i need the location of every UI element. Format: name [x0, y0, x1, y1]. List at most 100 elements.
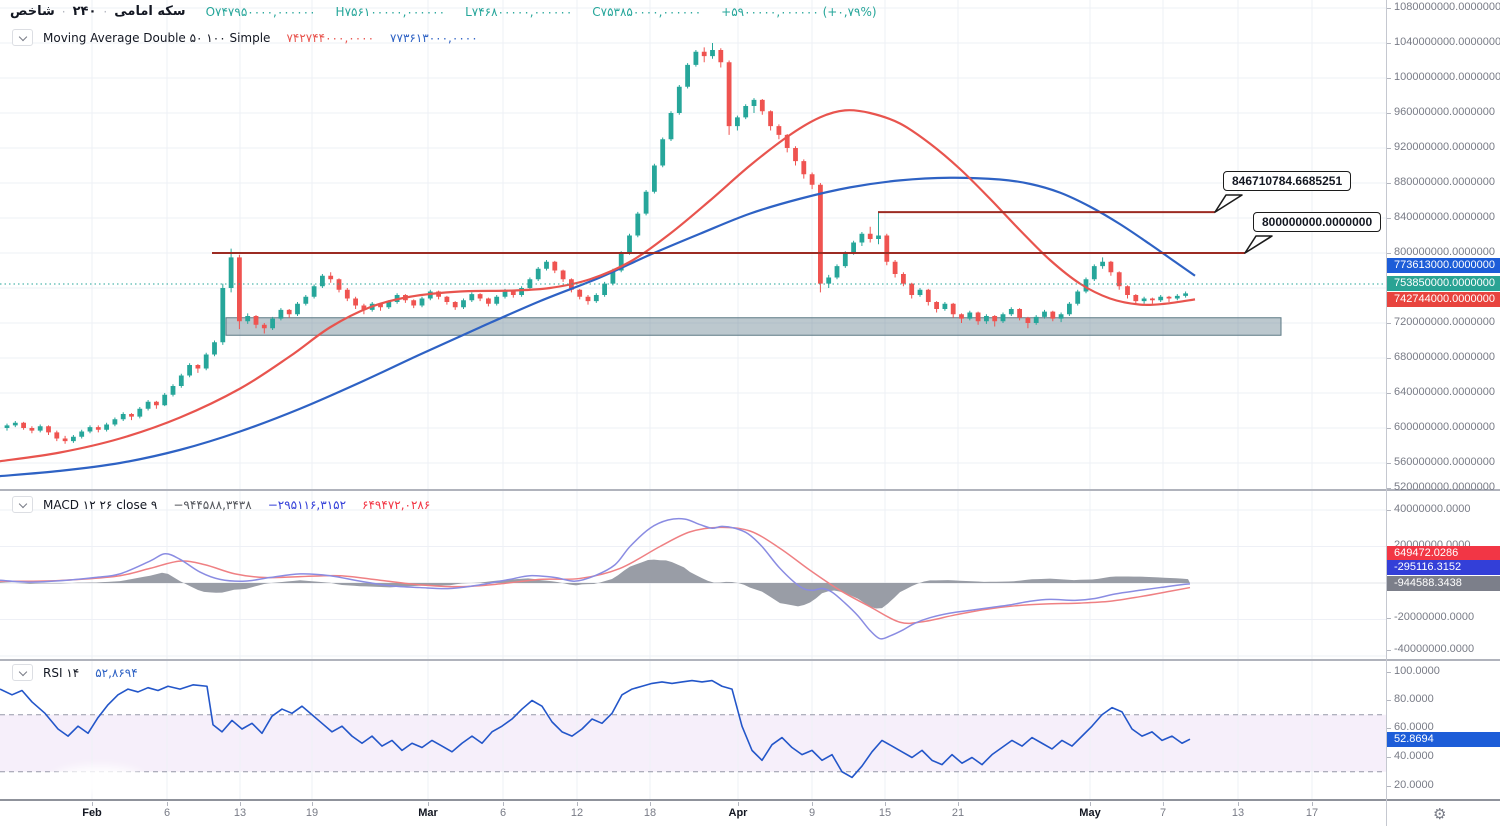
- axis-tick: [1387, 393, 1391, 394]
- rsi-collapse-button[interactable]: [12, 664, 33, 681]
- rsi-axis-label: 20.0000: [1394, 779, 1434, 791]
- time-axis-label: 13: [233, 807, 247, 819]
- price-floating-label: 753850000.0000000: [1387, 276, 1500, 291]
- time-axis-label: 13: [1231, 807, 1245, 819]
- macd-axis-label: 40000000.0000: [1394, 503, 1471, 515]
- main-grid: [0, 0, 1386, 490]
- price-axis[interactable]: 1080000000.0000000 1040000000.0000000 1000…: [1387, 0, 1500, 800]
- time-axis-label: Apr: [728, 807, 748, 819]
- price-axis-label: 1080000000.0000000: [1394, 1, 1500, 13]
- price-axis-label: 960000000.0000000: [1394, 106, 1495, 118]
- time-tick: [312, 802, 313, 806]
- time-tick: [1312, 802, 1313, 806]
- macd-hist-value: −۹۴۴۵۸۸,۳۴۳۸: [173, 497, 252, 512]
- price-axis-label: 880000000.0000000: [1394, 176, 1495, 188]
- rsi-line: [0, 679, 1191, 779]
- axis-tick: [1387, 148, 1391, 149]
- settings-gear-icon[interactable]: ⚙: [1433, 805, 1447, 823]
- ma-indicator-label[interactable]: Moving Average Double ۵۰ ۱۰۰ Simple: [43, 30, 271, 45]
- axis-tick: [1387, 113, 1391, 114]
- time-axis-label: 17: [1305, 807, 1319, 819]
- price-axis-label: 920000000.0000000: [1394, 141, 1495, 153]
- macd-indicator-label[interactable]: MACD ۱۲ ۲۶ close ۹: [43, 497, 158, 512]
- support-zone-rectangle: [225, 317, 1282, 336]
- symbol-header: شاخص · ۲۴۰ · سکه امامی O۷۴۷۹۵۰۰۰۰,۰۰۰۰۰۰…: [10, 4, 877, 19]
- time-axis-label: 6: [163, 807, 171, 819]
- macd-line: [0, 517, 1191, 640]
- symbol-title-part[interactable]: شاخص: [10, 4, 55, 19]
- axis-tick: [1387, 728, 1391, 729]
- time-axis-label: Feb: [82, 807, 102, 819]
- time-axis-label: Mar: [418, 807, 438, 819]
- price-axis-label: 720000000.0000000: [1394, 316, 1495, 328]
- time-tick: [812, 802, 813, 806]
- time-axis-label: 9: [808, 807, 816, 819]
- title-separator: ·: [61, 4, 66, 19]
- time-tick: [738, 802, 739, 806]
- price-floating-label: 773613000.0000000: [1387, 258, 1500, 273]
- title-separator: ·: [103, 4, 108, 19]
- price-line-callout-800m[interactable]: 800000000.0000000: [1253, 212, 1382, 232]
- time-axis[interactable]: Feb 6 13 19 Mar 6 12 18 Apr 9 15 21 May 7 13 17: [0, 802, 1500, 826]
- callout-tail: [1244, 235, 1273, 254]
- axis-tick: [1387, 183, 1391, 184]
- ohlc-change: +۵۹۰۰۰۰۰,۰۰۰۰۰۰ (+۰,۷۹%): [721, 4, 877, 19]
- time-tick: [503, 802, 504, 806]
- axis-tick: [1387, 672, 1391, 673]
- rsi-axis-label: 60.0000: [1394, 721, 1434, 733]
- macd-histogram: [0, 559, 1190, 609]
- macd-axis-label: -40000000.0000: [1394, 643, 1475, 655]
- axis-tick: [1387, 78, 1391, 79]
- rsi-panel-canvas[interactable]: [0, 660, 1386, 800]
- price-axis-label: 680000000.0000000: [1394, 351, 1495, 363]
- time-tick: [167, 802, 168, 806]
- macd-line-value: −۲۹۵۱۱۶,۳۱۵۲: [267, 497, 347, 512]
- macd-floating-label: -944588.3438: [1387, 576, 1500, 591]
- rsi-indicator-label[interactable]: RSI ۱۴: [43, 665, 80, 680]
- ma-slow-value: ۷۷۳۶۱۳۰۰۰,۰۰۰۰: [390, 30, 478, 45]
- axis-tick: [1387, 358, 1391, 359]
- rsi-band: [0, 714, 1386, 772]
- rsi-axis-label: 100.0000: [1394, 665, 1440, 677]
- main-chart-canvas[interactable]: [0, 0, 1386, 490]
- axis-tick: [1387, 488, 1391, 489]
- panel-separator[interactable]: [0, 489, 1500, 491]
- macd-panel-canvas[interactable]: [0, 490, 1386, 660]
- time-axis-label: 6: [499, 807, 507, 819]
- macd-floating-label: 649472.0286: [1387, 546, 1500, 561]
- axis-tick: [1387, 428, 1391, 429]
- time-tick: [1238, 802, 1239, 806]
- chevron-down-icon: [18, 32, 27, 41]
- symbol-interval[interactable]: ۲۴۰: [72, 4, 97, 19]
- symbol-name[interactable]: سکه امامی: [114, 4, 186, 19]
- axis-tick: [1387, 8, 1391, 9]
- axis-tick: [1387, 253, 1391, 254]
- macd-floating-label: -295116.3152: [1387, 560, 1500, 575]
- time-axis-label: 7: [1159, 807, 1167, 819]
- time-tick: [1090, 802, 1091, 806]
- ma-collapse-button[interactable]: [12, 29, 33, 46]
- macd-collapse-button[interactable]: [12, 496, 33, 513]
- chevron-down-icon: [18, 667, 27, 676]
- axis-tick: [1387, 510, 1391, 511]
- candles: [4, 43, 1188, 444]
- macd-grid: [0, 490, 1386, 660]
- price-axis-border: [1386, 0, 1387, 826]
- panel-separator[interactable]: [0, 659, 1500, 661]
- axis-tick: [1387, 618, 1391, 619]
- axis-tick: [1387, 323, 1391, 324]
- price-axis-label: 1040000000.0000000: [1394, 36, 1500, 48]
- time-tick: [240, 802, 241, 806]
- time-axis-label: 18: [643, 807, 657, 819]
- price-line-callout-846m[interactable]: 846710784.6685251: [1223, 171, 1352, 191]
- macd-indicator-row: MACD ۱۲ ۲۶ close ۹ −۹۴۴۵۸۸,۳۴۳۸ −۲۹۵۱۱۶,…: [12, 496, 430, 513]
- axis-tick: [1387, 786, 1391, 787]
- time-tick: [650, 802, 651, 806]
- time-axis-label: 19: [305, 807, 319, 819]
- axis-tick: [1387, 463, 1391, 464]
- price-axis-label: 1000000000.0000000: [1394, 71, 1500, 83]
- time-axis-label: 15: [878, 807, 892, 819]
- time-tick: [1163, 802, 1164, 806]
- ma-indicator-row: Moving Average Double ۵۰ ۱۰۰ Simple ۷۴۲۷…: [12, 29, 478, 46]
